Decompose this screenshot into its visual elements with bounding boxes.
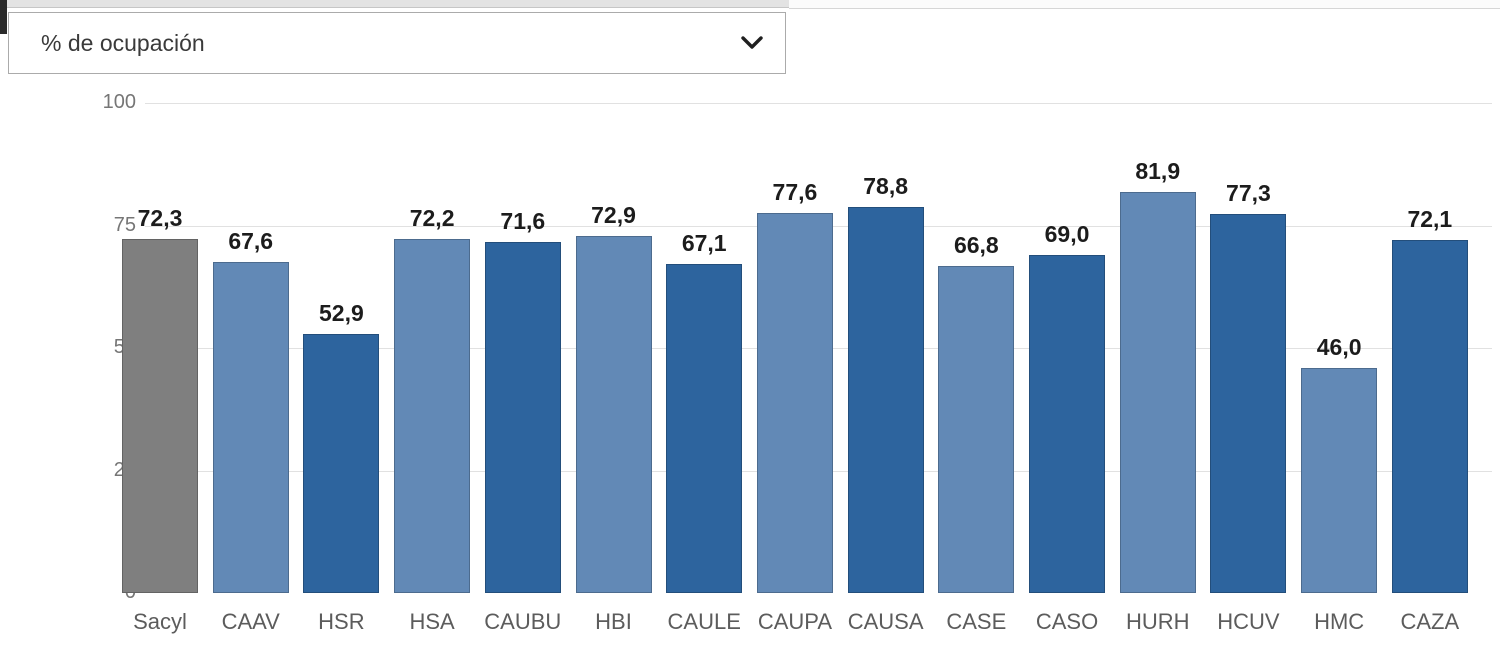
bar[interactable]	[666, 264, 743, 593]
bar-value-label: 78,8	[863, 172, 908, 199]
bar-value-label: 66,8	[953, 231, 999, 258]
bar-column: 77,6	[755, 103, 835, 593]
x-axis-label: CAUPA	[757, 609, 832, 634]
bar-column: 46,0	[1299, 103, 1379, 593]
bar-column: 67,1	[664, 103, 744, 593]
bar[interactable]	[847, 206, 924, 593]
bar-chart: 0255075100 72,367,652,972,271,672,967,17…	[0, 88, 1500, 656]
top-strip-left	[0, 0, 789, 8]
x-axis-label: HURH	[1125, 609, 1190, 634]
x-axis-label: HSR	[318, 609, 365, 634]
bar-value-label: 72,9	[591, 201, 636, 228]
bar[interactable]	[394, 239, 471, 593]
x-axis-label: CASE	[946, 609, 1007, 634]
bar[interactable]	[1391, 239, 1468, 593]
bar-value-label: 77,3	[1226, 180, 1271, 207]
x-axis-label: Sacyl	[133, 609, 187, 634]
bar-column: 81,9	[1118, 103, 1198, 593]
bar[interactable]	[1029, 254, 1106, 593]
bar[interactable]	[484, 242, 561, 593]
x-axis-label: CAUSA	[847, 609, 924, 634]
x-axis: Sacyl CAAV HSR HSA CAUBU HBI CAULE CAUPA CAUSA CA…	[120, 609, 1470, 635]
x-axis-label: CAAV	[221, 609, 280, 634]
chevron-down-icon	[741, 36, 763, 50]
bar-column: 71,6	[483, 103, 563, 593]
bar-value-label: 72,2	[409, 205, 455, 232]
x-axis-label: CAULE	[667, 609, 741, 634]
y-axis-tick-label: 75	[113, 213, 136, 236]
plot-area: 72,3 67,6 52,9 72,2 71,6 72,9 67,1 77,6 78,8 66,8…	[120, 103, 1470, 593]
x-axis-label: CAZA	[1400, 609, 1460, 634]
bar-column: 69,0	[1027, 103, 1107, 593]
bar-value-label: 72,3	[137, 204, 183, 231]
x-axis-label: CASO	[1035, 609, 1099, 634]
bar-column: 52,9	[301, 103, 381, 593]
bar[interactable]	[575, 235, 652, 593]
bar-column: 72,2	[392, 103, 472, 593]
x-axis-label: HBI	[595, 609, 632, 634]
bar-value-label: 81,9	[1135, 157, 1181, 184]
y-axis-tick-label: 100	[102, 91, 136, 113]
bar-column: 72,9	[574, 103, 654, 593]
bar[interactable]	[1119, 191, 1196, 593]
top-strip-right	[789, 0, 1500, 9]
bar-column: 77,3	[1208, 103, 1288, 593]
x-axis-label: HSA	[409, 609, 455, 634]
corner-mark	[0, 0, 7, 34]
gridline	[145, 103, 1492, 104]
occupancy-metric-dropdown[interactable]: % de ocupación	[8, 12, 786, 74]
x-axis-label: CAUBU	[484, 609, 562, 634]
bar-value-label: 77,6	[772, 178, 818, 205]
dropdown-selected-value: % de ocupación	[41, 29, 205, 56]
bar[interactable]	[303, 333, 380, 593]
bar-column: 78,8	[846, 103, 926, 593]
bar-value-label: 67,6	[228, 227, 274, 254]
bar[interactable]	[1301, 367, 1378, 593]
x-axis-label: HMC	[1314, 609, 1365, 634]
bar-value-label: 46,0	[1316, 333, 1362, 360]
bar[interactable]	[756, 212, 833, 593]
bar-column: 67,6	[211, 103, 291, 593]
bar-value-label: 67,1	[681, 230, 727, 257]
bar-column: 66,8	[936, 103, 1016, 593]
bar-column: 72,1	[1390, 103, 1470, 593]
bar[interactable]	[212, 261, 289, 593]
bar-value-label: 52,9	[319, 299, 364, 326]
x-axis-label: HCUV	[1217, 609, 1280, 634]
bar[interactable]	[1210, 214, 1287, 593]
bar-value-label: 72,1	[1407, 205, 1453, 232]
bar[interactable]	[122, 238, 198, 593]
bar-value-label: 71,6	[500, 208, 546, 235]
bar-value-label: 69,0	[1044, 220, 1090, 247]
bar-column: 72,3	[120, 103, 200, 593]
bar[interactable]	[938, 265, 1015, 593]
